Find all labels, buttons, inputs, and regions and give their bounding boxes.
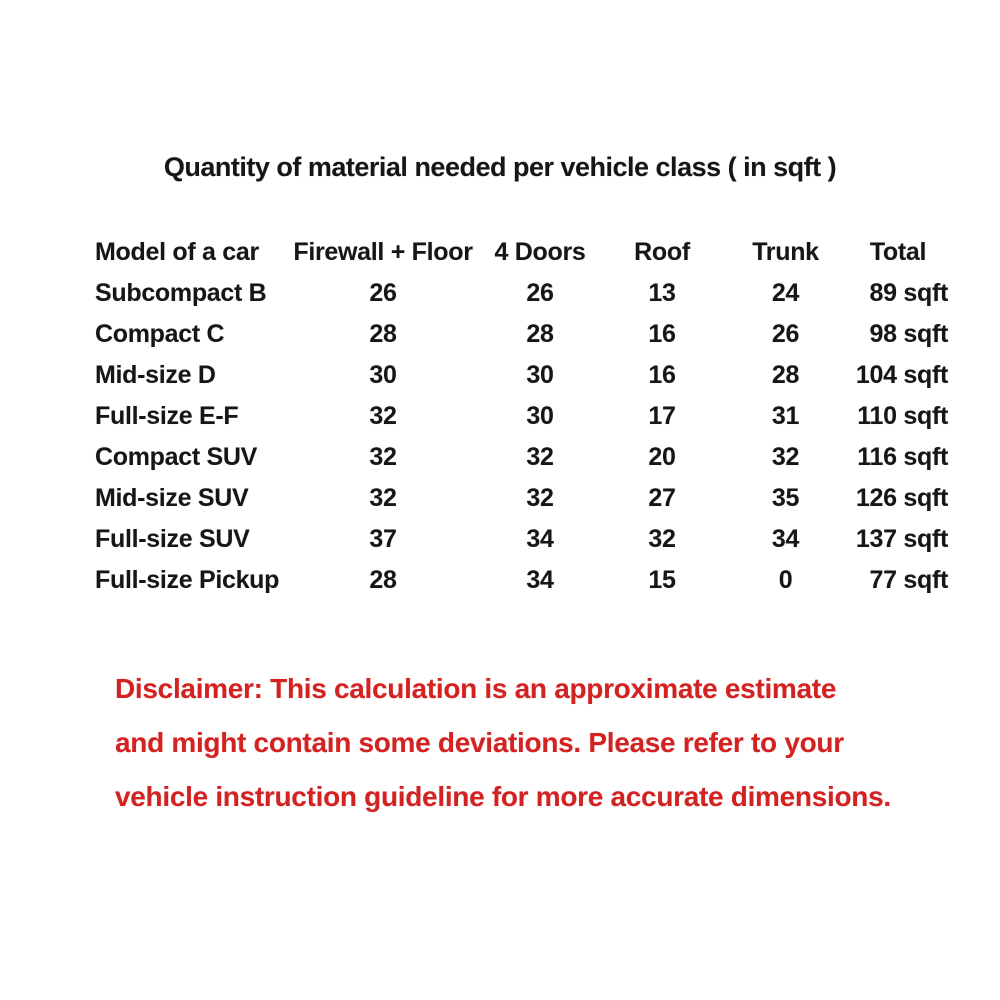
cell-trunk: 34 <box>771 525 800 553</box>
cell-trunk: 28 <box>771 361 800 389</box>
cell-trunk: 0 <box>778 566 793 594</box>
table-row: Mid-size D 30 30 16 28 104 sqft <box>95 355 948 396</box>
table-header-row: Model of a car Firewall + Floor 4 Doors … <box>95 232 948 273</box>
cell-total: 98 sqft <box>869 320 949 348</box>
cell-total: 104 sqft <box>855 361 948 389</box>
header-trunk: Trunk <box>752 238 819 266</box>
cell-model: Full-size E-F <box>95 402 239 430</box>
cell-firewall-floor: 28 <box>369 320 397 348</box>
header-model: Model of a car <box>95 238 259 266</box>
cell-doors: 30 <box>526 361 554 389</box>
cell-doors: 32 <box>526 484 554 512</box>
cell-total: 110 sqft <box>857 402 948 430</box>
cell-firewall-floor: 32 <box>369 443 397 471</box>
cell-doors: 34 <box>526 525 554 553</box>
material-quantity-table: Model of a car Firewall + Floor 4 Doors … <box>95 232 948 601</box>
page-title: Quantity of material needed per vehicle … <box>163 152 837 182</box>
cell-model: Subcompact B <box>95 279 267 307</box>
cell-doors: 34 <box>526 566 554 594</box>
cell-model: Compact C <box>95 320 225 348</box>
table-row: Mid-size SUV 32 32 27 35 126 sqft <box>95 478 948 519</box>
table-header: Model of a car Firewall + Floor 4 Doors … <box>95 232 948 273</box>
cell-roof: 32 <box>648 525 676 553</box>
cell-model: Mid-size SUV <box>95 484 249 512</box>
table-row: Subcompact B 26 26 13 24 89 sqft <box>95 273 948 314</box>
table-row: Compact SUV 32 32 20 32 116 sqft <box>95 437 948 478</box>
cell-total: 137 sqft <box>855 525 948 553</box>
cell-total: 116 sqft <box>857 443 948 471</box>
cell-roof: 15 <box>648 566 676 594</box>
cell-trunk: 24 <box>771 279 800 307</box>
cell-firewall-floor: 28 <box>369 566 397 594</box>
cell-total: 89 sqft <box>869 279 949 307</box>
table-row: Compact C 28 28 16 26 98 sqft <box>95 314 948 355</box>
table-row: Full-size SUV 37 34 32 34 137 sqft <box>95 519 948 560</box>
cell-roof: 20 <box>648 443 676 471</box>
cell-trunk: 35 <box>771 484 800 512</box>
cell-total: 77 sqft <box>869 566 949 594</box>
cell-model: Full-size Pickup <box>95 566 280 594</box>
cell-firewall-floor: 37 <box>369 525 397 553</box>
cell-trunk: 31 <box>771 402 800 430</box>
disclaimer: Disclaimer: This calculation is an appro… <box>115 662 955 824</box>
header-firewall-floor: Firewall + Floor <box>293 238 473 266</box>
cell-firewall-floor: 32 <box>369 402 397 430</box>
header-roof: Roof <box>634 238 690 266</box>
disclaimer-line: and might contain some deviations. Pleas… <box>115 727 844 758</box>
cell-roof: 27 <box>648 484 676 512</box>
table-body: Subcompact B 26 26 13 24 89 sqft Compact… <box>95 273 948 601</box>
cell-total: 126 sqft <box>855 484 948 512</box>
cell-roof: 13 <box>648 279 676 307</box>
cell-roof: 16 <box>648 361 676 389</box>
cell-model: Compact SUV <box>95 443 258 471</box>
header-doors: 4 Doors <box>494 238 586 266</box>
disclaimer-line: Disclaimer: This calculation is an appro… <box>115 673 837 704</box>
cell-doors: 28 <box>526 320 554 348</box>
cell-doors: 32 <box>526 443 554 471</box>
cell-firewall-floor: 32 <box>369 484 397 512</box>
cell-firewall-floor: 26 <box>369 279 397 307</box>
disclaimer-line: vehicle instruction guideline for more a… <box>115 781 891 812</box>
cell-trunk: 32 <box>771 443 800 471</box>
cell-firewall-floor: 30 <box>369 361 397 389</box>
cell-trunk: 26 <box>771 320 800 348</box>
cell-doors: 30 <box>526 402 554 430</box>
cell-roof: 17 <box>648 402 676 430</box>
table-row: Full-size Pickup 28 34 15 0 77 sqft <box>95 560 948 601</box>
header-total: Total <box>869 238 927 266</box>
cell-roof: 16 <box>648 320 676 348</box>
table-row: Full-size E-F 32 30 17 31 110 sqft <box>95 396 948 437</box>
cell-doors: 26 <box>526 279 554 307</box>
cell-model: Full-size SUV <box>95 525 250 553</box>
cell-model: Mid-size D <box>95 361 216 389</box>
